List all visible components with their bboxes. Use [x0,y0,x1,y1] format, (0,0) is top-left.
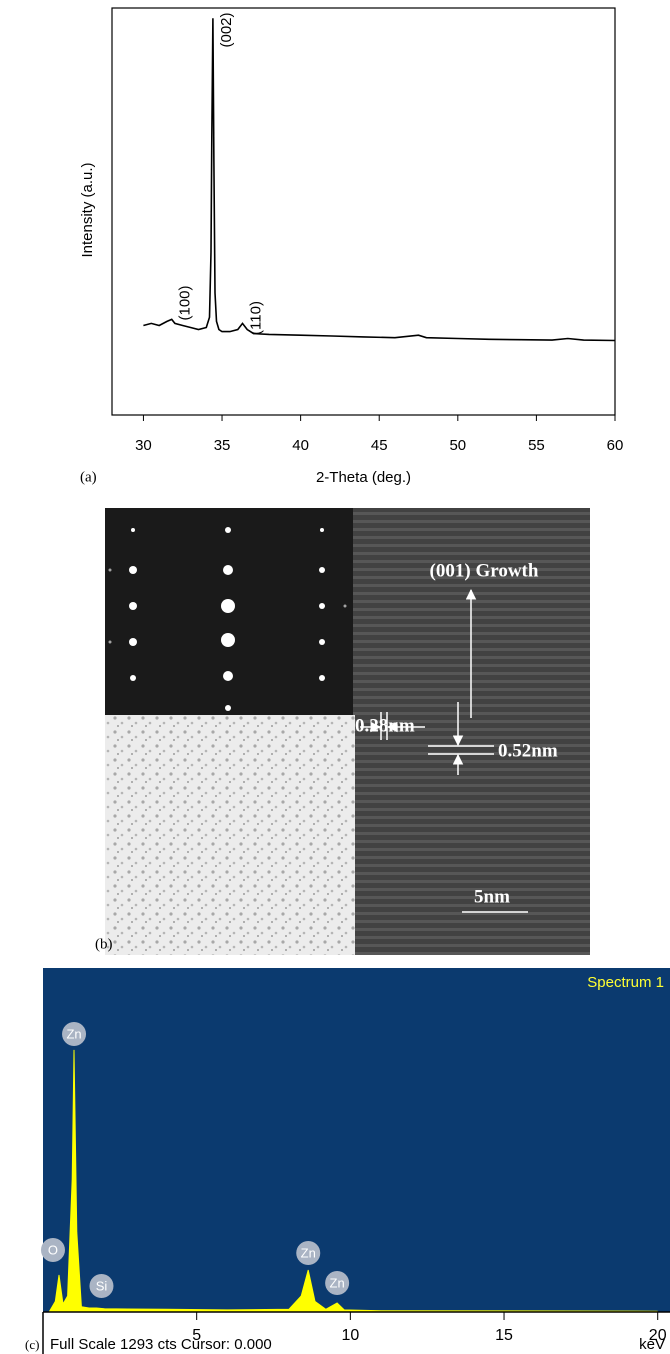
plot-background [43,968,670,1312]
tem-image: (001) Growth 0.28nm 0.52nm 5nm [105,508,590,955]
peak-label: Zn [330,1275,345,1290]
tem-annotation: 5nm [474,886,510,907]
xrd-line [143,18,616,342]
panel-label: (c) [25,1337,39,1352]
x-tick-label: 5 [192,1327,201,1344]
spectrum-area [48,1049,658,1313]
peak-label-badge [62,1022,87,1046]
peak-label-badge [296,1241,321,1265]
panel-label: (a) [80,469,97,485]
plot-frame [111,7,616,416]
peak-label: Si [96,1278,108,1293]
x-tick-label: 40 [292,437,309,454]
peak-annotation: (110) [247,301,264,335]
x-tick-label: 10 [341,1327,359,1344]
peak-label-badge [40,1238,65,1262]
x-tick-label: 60 [607,437,624,454]
peak-annotation: (100) [177,285,194,320]
peak-label: O [48,1242,58,1257]
tem-annotation: 0.28nm [355,715,415,736]
x-tick-label: 15 [495,1327,513,1344]
x-tick-label: 30 [135,437,152,454]
panel-label: (b) [95,936,113,952]
x-tick-label: 45 [371,437,388,454]
peak-label: Zn [301,1245,316,1260]
peak-label-badge [325,1271,350,1295]
x-axis-label: keV [639,1336,665,1353]
peak-annotation: (002) [218,12,235,47]
tem-annotation: (001) Growth [430,560,539,581]
x-tick-label: 35 [214,437,231,454]
peak-label: Zn [66,1026,81,1041]
tem-annotation: 0.52nm [498,740,558,761]
x-tick-label: 55 [528,437,545,454]
spectrum-footer: Full Scale 1293 cts Cursor: 0.000 [50,1336,272,1353]
peak-label-badge [89,1274,114,1298]
x-tick-label: 50 [449,437,466,454]
y-axis-label: Intensity (a.u.) [79,162,96,257]
x-tick-label: 20 [649,1327,667,1344]
x-axis-label: 2-Theta (deg.) [316,469,411,486]
spectrum-title: Spectrum 1 [587,974,664,991]
